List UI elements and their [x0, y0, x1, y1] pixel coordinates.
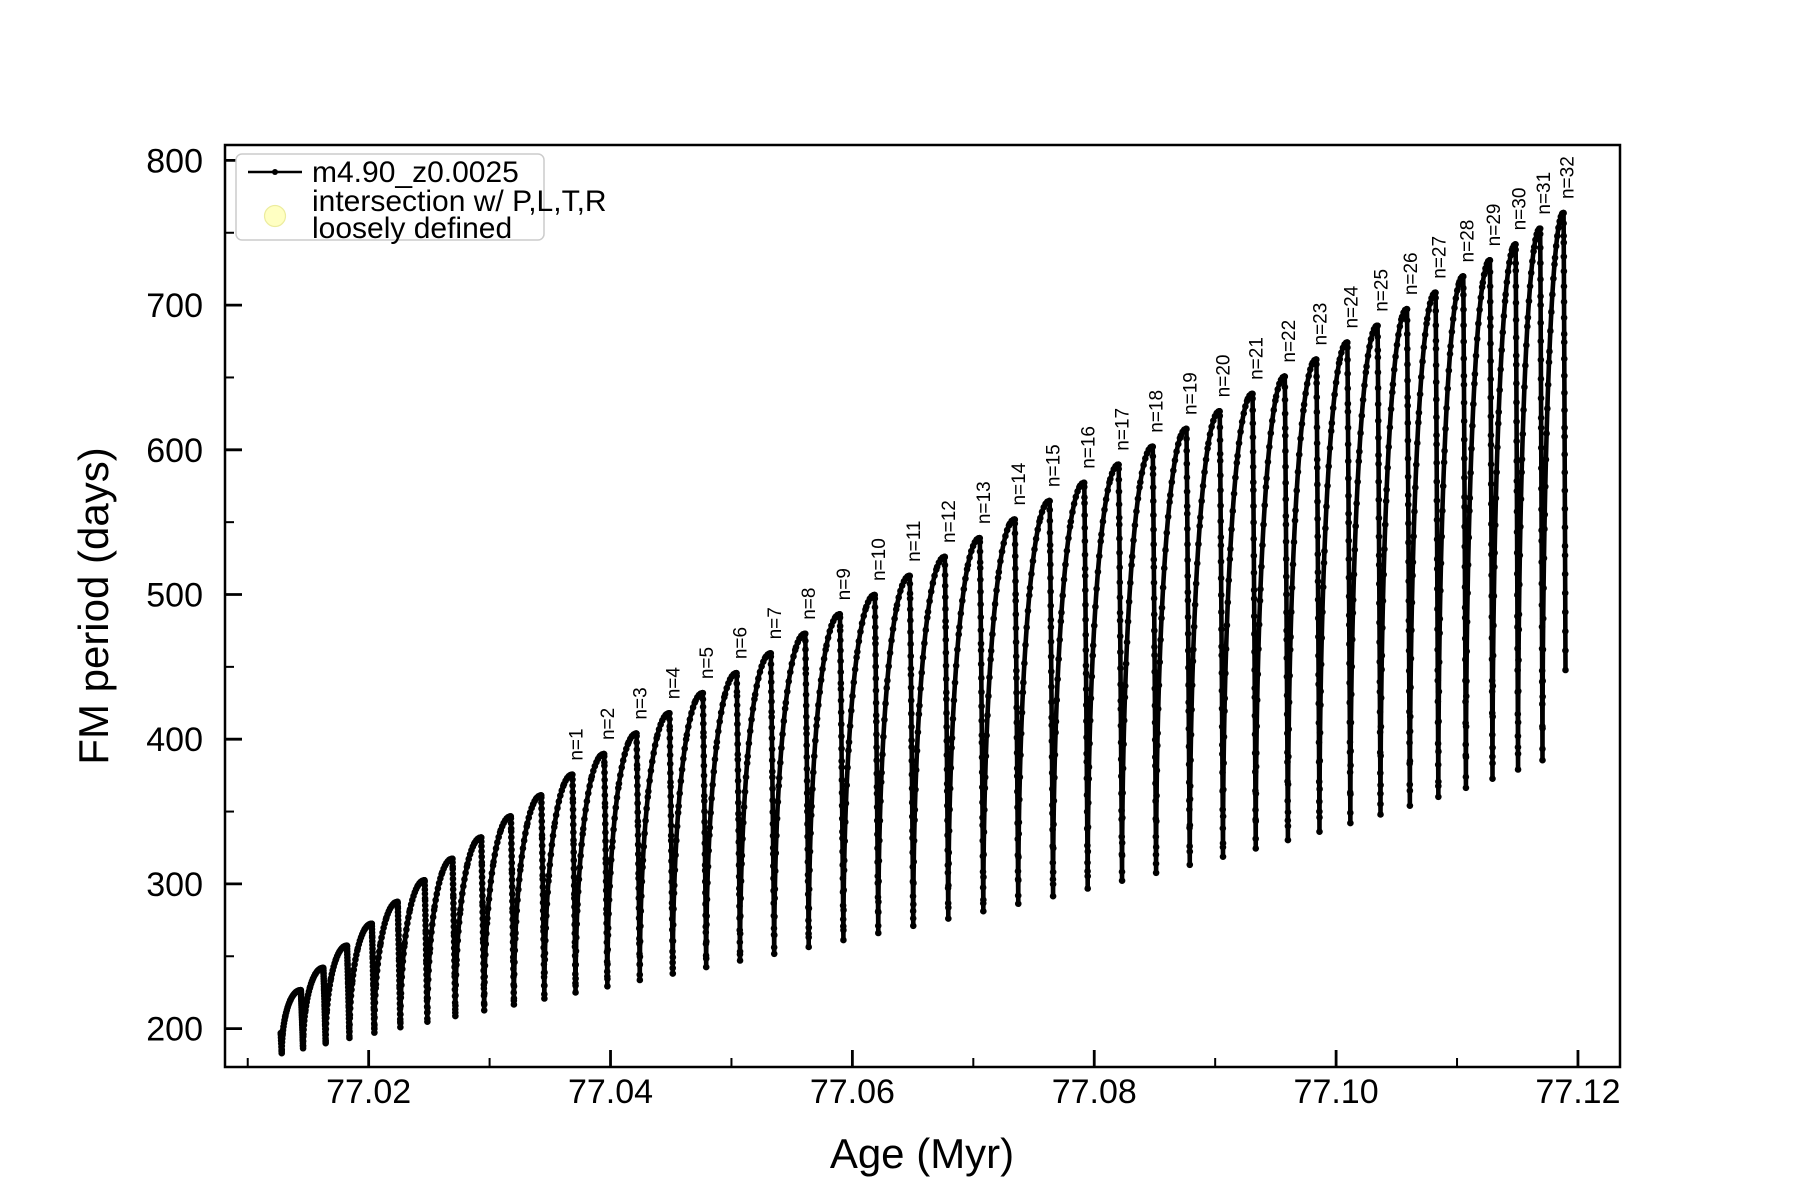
svg-text:n=24: n=24 [1341, 285, 1362, 328]
svg-text:n=12: n=12 [939, 500, 960, 543]
svg-text:n=32: n=32 [1558, 156, 1579, 199]
svg-text:n=20: n=20 [1214, 355, 1235, 398]
svg-text:n=28: n=28 [1457, 220, 1478, 263]
svg-text:400: 400 [146, 721, 203, 759]
svg-text:200: 200 [146, 1011, 203, 1049]
svg-text:n=29: n=29 [1484, 204, 1505, 247]
svg-text:77.06: 77.06 [810, 1073, 895, 1111]
svg-text:300: 300 [146, 866, 203, 904]
svg-text:Age (Myr): Age (Myr) [830, 1130, 1014, 1177]
svg-text:n=2: n=2 [598, 708, 619, 740]
svg-text:n=14: n=14 [1009, 462, 1030, 505]
svg-text:77.02: 77.02 [326, 1073, 411, 1111]
svg-text:77.10: 77.10 [1294, 1073, 1379, 1111]
svg-text:n=4: n=4 [663, 667, 684, 700]
svg-text:n=18: n=18 [1147, 390, 1168, 433]
svg-text:n=11: n=11 [904, 521, 925, 562]
svg-text:n=3: n=3 [631, 687, 652, 719]
svg-text:n=7: n=7 [765, 607, 786, 639]
svg-text:77.04: 77.04 [568, 1073, 653, 1111]
svg-text:77.12: 77.12 [1535, 1073, 1620, 1111]
svg-text:n=30: n=30 [1510, 188, 1531, 231]
svg-text:n=26: n=26 [1401, 252, 1422, 295]
svg-text:n=1: n=1 [566, 728, 587, 760]
svg-text:n=23: n=23 [1310, 303, 1331, 346]
svg-text:600: 600 [146, 432, 203, 470]
svg-text:n=15: n=15 [1044, 444, 1065, 487]
svg-text:500: 500 [146, 577, 203, 615]
svg-text:n=10: n=10 [869, 538, 890, 581]
svg-text:n=17: n=17 [1113, 408, 1134, 451]
svg-text:n=13: n=13 [974, 481, 995, 524]
svg-text:77.08: 77.08 [1052, 1073, 1137, 1111]
svg-text:n=9: n=9 [834, 568, 855, 600]
svg-text:n=19: n=19 [1180, 372, 1201, 415]
svg-text:700: 700 [146, 287, 203, 325]
svg-text:n=21: n=21 [1247, 337, 1268, 380]
svg-text:n=22: n=22 [1279, 320, 1300, 363]
svg-text:loosely defined: loosely defined [312, 212, 512, 245]
svg-text:n=31: n=31 [1534, 172, 1555, 215]
svg-text:n=25: n=25 [1372, 269, 1393, 312]
svg-text:n=6: n=6 [731, 627, 752, 659]
svg-text:n=27: n=27 [1430, 236, 1451, 279]
svg-text:n=5: n=5 [697, 647, 718, 679]
svg-text:n=16: n=16 [1078, 426, 1099, 469]
svg-text:n=8: n=8 [799, 588, 820, 620]
svg-text:800: 800 [146, 142, 203, 180]
svg-text:FM period (days): FM period (days) [70, 447, 117, 764]
